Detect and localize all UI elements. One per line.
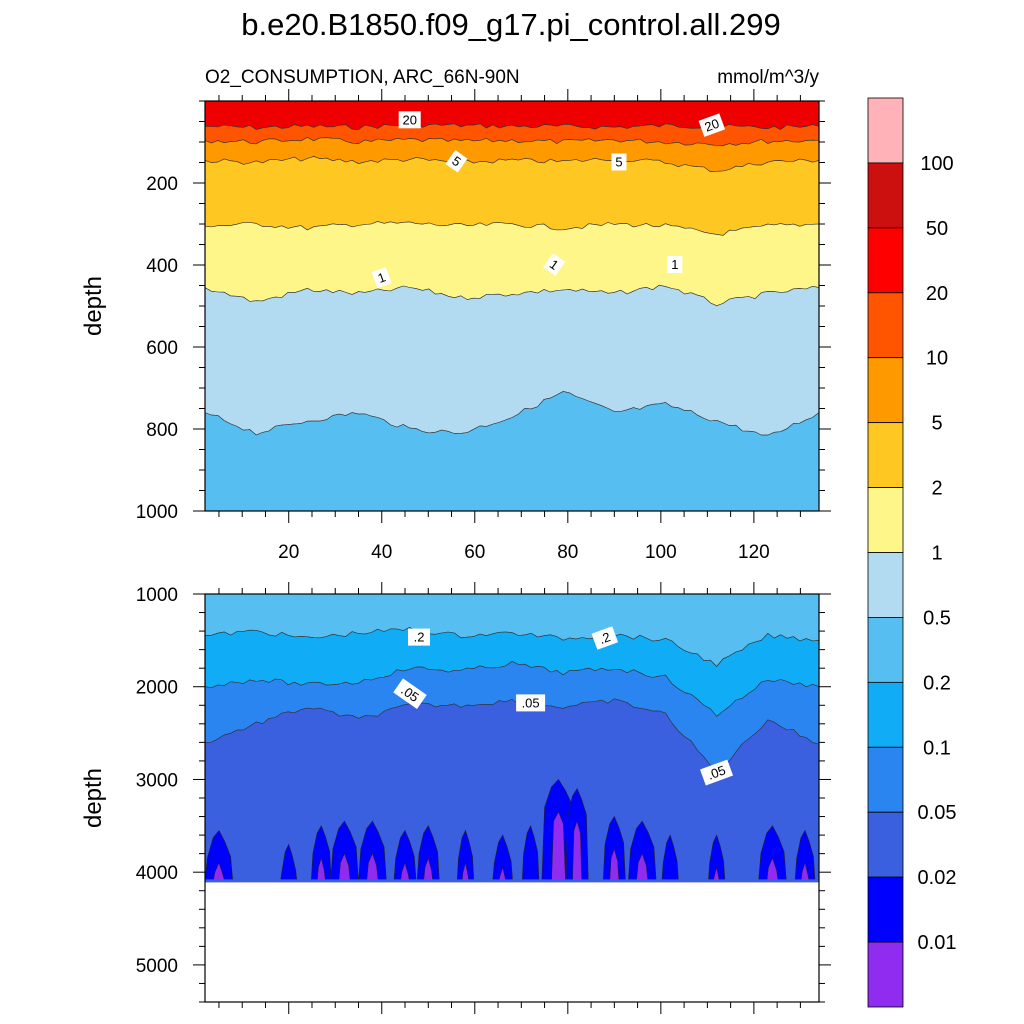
deep-patch-8 [492, 834, 514, 883]
deep-patch-9 [521, 824, 540, 883]
upper-contour-fill [205, 101, 819, 511]
colorbar-swatch [867, 97, 904, 164]
upper-x-axis: 20 40 60 80 100 120 [218, 89, 801, 563]
colorbar-label: 5 [931, 413, 942, 435]
colorbar-swatch [867, 162, 904, 229]
colorbar-swatch [867, 941, 904, 1008]
lower-y-axis: 1000 2000 3000 4000 5000 [136, 585, 831, 1003]
x-tick-label: 120 [738, 542, 770, 563]
colorbar-swatch [867, 292, 904, 359]
contour-label: 20 [698, 113, 726, 137]
contour-label: 5 [445, 150, 468, 173]
colorbar-swatch [867, 552, 904, 618]
colorbar-swatch [867, 357, 904, 424]
contour-label: .05 [516, 694, 546, 712]
y-tick-label: 2000 [136, 678, 178, 699]
y-tick-label: 400 [146, 256, 178, 277]
colorbar-swatch [867, 227, 904, 294]
colorbar-label: 0.5 [923, 607, 951, 629]
contour-label: 5 [611, 153, 627, 171]
y-tick-label: 1000 [136, 502, 178, 523]
colorbar-swatch [867, 617, 904, 683]
colorbar-label: 100 [920, 153, 953, 175]
contour-label: .2 [591, 626, 619, 650]
y-tick-label: 800 [146, 420, 178, 441]
svg-text:.2: .2 [597, 629, 612, 647]
svg-text:.05: .05 [705, 762, 727, 782]
colorbar-label: 0.1 [923, 737, 951, 759]
deep-patch-0 [205, 829, 234, 883]
deep-patch-14 [661, 834, 679, 883]
contour-label: 1 [667, 256, 683, 273]
contour-label: .2 [408, 628, 430, 646]
deep-patch-15 [707, 834, 726, 883]
deep-patch-4 [358, 820, 387, 883]
x-tick-label: 80 [557, 542, 578, 563]
deep-patch-13 [627, 820, 657, 883]
colorbar-label: 50 [926, 218, 948, 240]
contour-label: .05 [393, 678, 427, 709]
upper-y-axis: 200 400 600 800 1000 [136, 100, 831, 523]
x-tick-label: 100 [645, 542, 677, 563]
colorbar: 100 50 20 10 5 2 1 0.5 0.2 0.1 0.05 0.02 0.01 [867, 97, 957, 1008]
deep-patch-16 [758, 825, 787, 883]
upper-band-6 [205, 391, 819, 511]
chart-title: b.e20.B1850.f09_g17.pi_control.all.299 [241, 7, 781, 42]
colorbar-swatch [867, 422, 904, 488]
colorbar-swatch [867, 487, 904, 553]
y-tick-label: 600 [146, 338, 178, 359]
no-data-region [205, 882, 819, 1002]
variable-label: O2_CONSUMPTION, ARC_66N-90N [205, 67, 520, 88]
colorbar-label: 1 [931, 543, 942, 565]
contour-label: 1 [371, 267, 392, 289]
colorbar-label: 0.02 [918, 867, 957, 889]
y-tick-label: 5000 [136, 956, 178, 977]
contour-label: 20 [398, 111, 421, 129]
svg-text:.05: .05 [522, 695, 540, 710]
upper-depth-panel: 20 205 511 120 40 60 80 100 1202004006008001000d… [80, 89, 831, 563]
colorbar-label: 0.2 [923, 672, 951, 694]
colorbar-label: 10 [926, 348, 948, 370]
svg-text:20: 20 [402, 112, 416, 127]
y-tick-label: 4000 [136, 863, 178, 884]
upper-band-5 [205, 284, 819, 436]
colorbar-label: 0.01 [918, 932, 957, 954]
svg-text:1: 1 [376, 269, 388, 286]
lower-depth-panel: .2 .2 .05 .05 .05 1000 2000 3000 4000 5000 depth [80, 582, 831, 1014]
svg-text:20: 20 [702, 116, 721, 135]
deep-patch-3 [330, 820, 359, 883]
colorbar-swatch [867, 681, 904, 748]
svg-text:5: 5 [615, 155, 622, 170]
colorbar-label: 0.05 [918, 802, 957, 824]
contour-label: .05 [699, 759, 734, 786]
colorbar-label: 20 [926, 283, 948, 305]
y-tick-label: 200 [146, 174, 178, 195]
x-tick-label: 20 [278, 542, 299, 563]
colorbar-swatch [867, 876, 904, 943]
colorbar-swatch [867, 811, 904, 878]
lower-contour-fill [205, 594, 819, 1002]
y-tick-label: 1000 [136, 585, 178, 606]
colorbar-label: 2 [931, 478, 942, 500]
units-label: mmol/m^3/y [717, 67, 819, 88]
svg-text:1: 1 [671, 257, 678, 272]
x-tick-label: 60 [464, 542, 485, 563]
y-tick-label: 3000 [136, 770, 178, 791]
deep-patch-5 [393, 829, 417, 883]
contour-label: 1 [543, 253, 566, 276]
y-axis-label: depth [80, 768, 107, 828]
colorbar-swatch [867, 746, 904, 813]
svg-text:.2: .2 [414, 630, 425, 645]
x-tick-label: 40 [371, 542, 392, 563]
deep-patch-7 [456, 829, 475, 883]
bottom-strip [205, 879, 819, 883]
lower-x-axis [218, 582, 801, 1014]
deep-patch-17 [794, 829, 816, 883]
deep-patch-6 [416, 825, 440, 883]
y-axis-label: depth [80, 276, 107, 336]
